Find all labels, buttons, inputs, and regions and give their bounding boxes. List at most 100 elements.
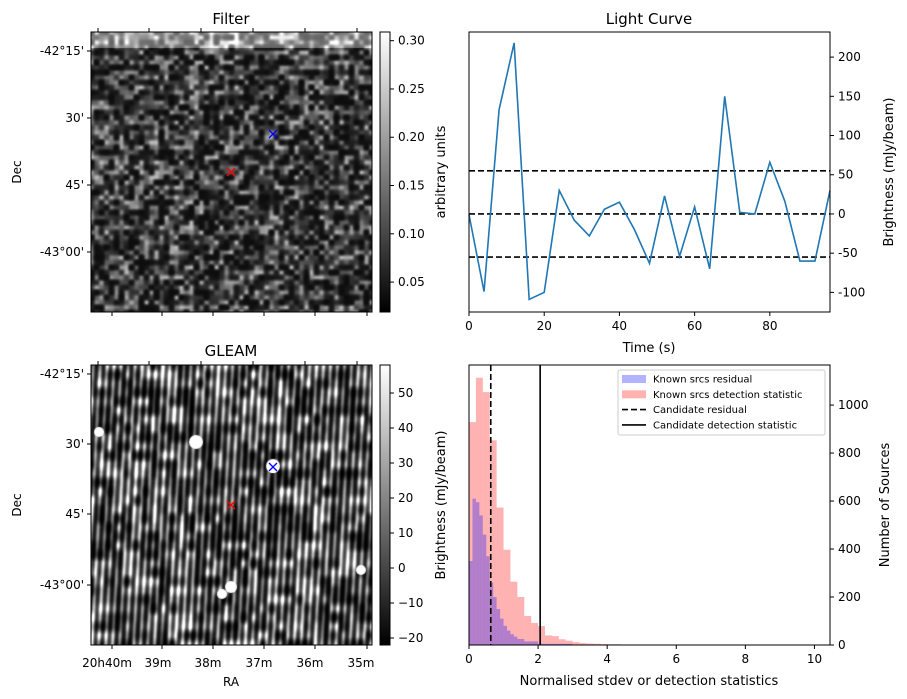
histogram-bar xyxy=(586,643,594,645)
lightcurve-frame xyxy=(468,31,831,313)
histogram-frame xyxy=(468,364,831,646)
colorbar-tick-label: 0.15 xyxy=(398,179,425,193)
ytick-label: 30' xyxy=(65,437,84,451)
gleam-title: GLEAM xyxy=(205,342,258,360)
histogram-bar xyxy=(593,643,601,645)
colorbar-tick-label: 0.10 xyxy=(398,227,425,241)
colorbar-tick-label: 0.05 xyxy=(398,275,425,289)
histogram-bar xyxy=(569,643,573,645)
histogram-bar xyxy=(534,641,539,645)
lightcurve-xlabel: Time (s) xyxy=(622,341,676,356)
ytick-label: 30' xyxy=(65,111,84,125)
histogram-bar xyxy=(551,636,559,645)
legend-label: Known srcs detection statistic xyxy=(653,390,802,401)
colorbar-tick-label: −10 xyxy=(398,596,423,610)
histogram-bar xyxy=(572,642,580,645)
histogram-bar xyxy=(545,643,549,645)
ra-tick-label: 36m xyxy=(297,656,324,670)
xtick-label: 8 xyxy=(742,652,750,666)
histogram-bar xyxy=(545,635,552,645)
xtick-label: 40 xyxy=(612,319,627,333)
histogram-bar xyxy=(565,643,570,645)
histogram-bar xyxy=(527,641,532,645)
xtick-label: 6 xyxy=(672,652,680,666)
histogram-bar xyxy=(469,422,476,645)
histogram-bar xyxy=(496,609,501,645)
ytick-label: 150 xyxy=(838,89,861,103)
histogram-bar xyxy=(479,515,483,645)
ytick-label: 600 xyxy=(838,494,861,508)
xtick-label: 2 xyxy=(534,652,542,666)
xtick-label: 0 xyxy=(465,319,473,333)
histogram-bar xyxy=(469,561,473,645)
filter-colorbar xyxy=(380,32,390,312)
colorbar-tick-label: −20 xyxy=(398,631,423,645)
histogram-bar xyxy=(520,639,525,645)
histogram-bar xyxy=(555,643,559,645)
histogram-bar xyxy=(475,377,483,645)
ytick-label: 200 xyxy=(838,50,861,64)
gleam-colorbar-label: Brightness (mJy/beam) xyxy=(434,431,449,580)
ytick-label: 50 xyxy=(838,168,853,182)
histogram-bar xyxy=(524,615,532,645)
hist-xlabel: Normalised stdev or detection statistics xyxy=(520,674,779,689)
colorbar-tick-label: 0.30 xyxy=(398,34,425,48)
histogram-bar xyxy=(503,625,507,645)
histogram-bar xyxy=(558,639,566,645)
histogram-bar xyxy=(551,643,556,645)
candidate-marker xyxy=(226,167,236,177)
ra-tick-label: 20h40m xyxy=(82,656,132,670)
ytick-label: 200 xyxy=(838,590,861,604)
ra-tick-label: 38m xyxy=(195,656,222,670)
xtick-label: 4 xyxy=(603,652,611,666)
histogram-bar xyxy=(472,498,476,645)
histogram-bar xyxy=(558,643,563,645)
ytick-label: 800 xyxy=(838,446,861,460)
ytick-label: -100 xyxy=(838,285,865,299)
known-source-marker xyxy=(268,129,278,139)
image-frame xyxy=(90,31,373,313)
colorbar-tick-label: 40 xyxy=(398,421,413,435)
known-source-marker xyxy=(268,462,278,472)
colorbar-tick-label: 0 xyxy=(398,561,406,575)
colorbar-frame xyxy=(379,364,391,646)
colorbar-tick-label: 30 xyxy=(398,456,413,470)
colorbar-tick-label: 20 xyxy=(398,491,413,505)
candidate-marker xyxy=(226,500,236,510)
colorbar-tick-label: 0.20 xyxy=(398,130,425,144)
ra-tick-label: 35m xyxy=(348,656,375,670)
filter-title: Filter xyxy=(212,10,250,28)
legend-label: Known srcs residual xyxy=(653,375,752,386)
histogram-bar xyxy=(565,640,573,645)
histogram-bar xyxy=(510,581,518,645)
filter-ylabel: Dec xyxy=(10,160,24,183)
gleam-xlabel: RA xyxy=(223,675,240,689)
ytick-label: 45' xyxy=(65,178,84,192)
hist-ylabel: Number of Sources xyxy=(878,443,893,568)
xtick-label: 60 xyxy=(687,319,702,333)
colorbar-tick-label: 50 xyxy=(398,386,413,400)
ytick-label: 1000 xyxy=(838,398,869,412)
legend-swatch xyxy=(622,390,646,399)
ytick-label: -42°15' xyxy=(40,44,84,58)
legend-swatch xyxy=(622,375,646,383)
filter-colorbar-label: arbitrary units xyxy=(434,125,449,218)
histogram-bar xyxy=(562,643,566,645)
xtick-label: 10 xyxy=(807,652,822,666)
image-frame xyxy=(90,364,373,646)
xtick-label: 80 xyxy=(762,319,777,333)
histogram-bar xyxy=(531,622,539,645)
histogram-bar xyxy=(503,549,511,645)
histogram-bar xyxy=(482,534,487,645)
histogram-bar xyxy=(513,636,518,645)
ytick-label: 100 xyxy=(838,129,861,143)
histogram-bar xyxy=(538,626,545,645)
ytick-label: -43°00' xyxy=(40,578,84,592)
histogram-bar xyxy=(517,639,521,645)
ytick-label: 45' xyxy=(65,507,84,521)
colorbar-tick-label: 10 xyxy=(398,526,413,540)
ra-tick-label: 39m xyxy=(145,656,172,670)
gleam-ylabel: Dec xyxy=(10,493,24,516)
